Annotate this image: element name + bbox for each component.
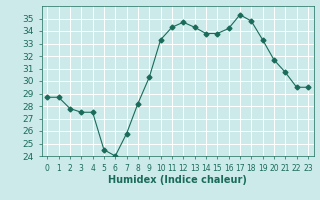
- X-axis label: Humidex (Indice chaleur): Humidex (Indice chaleur): [108, 175, 247, 185]
